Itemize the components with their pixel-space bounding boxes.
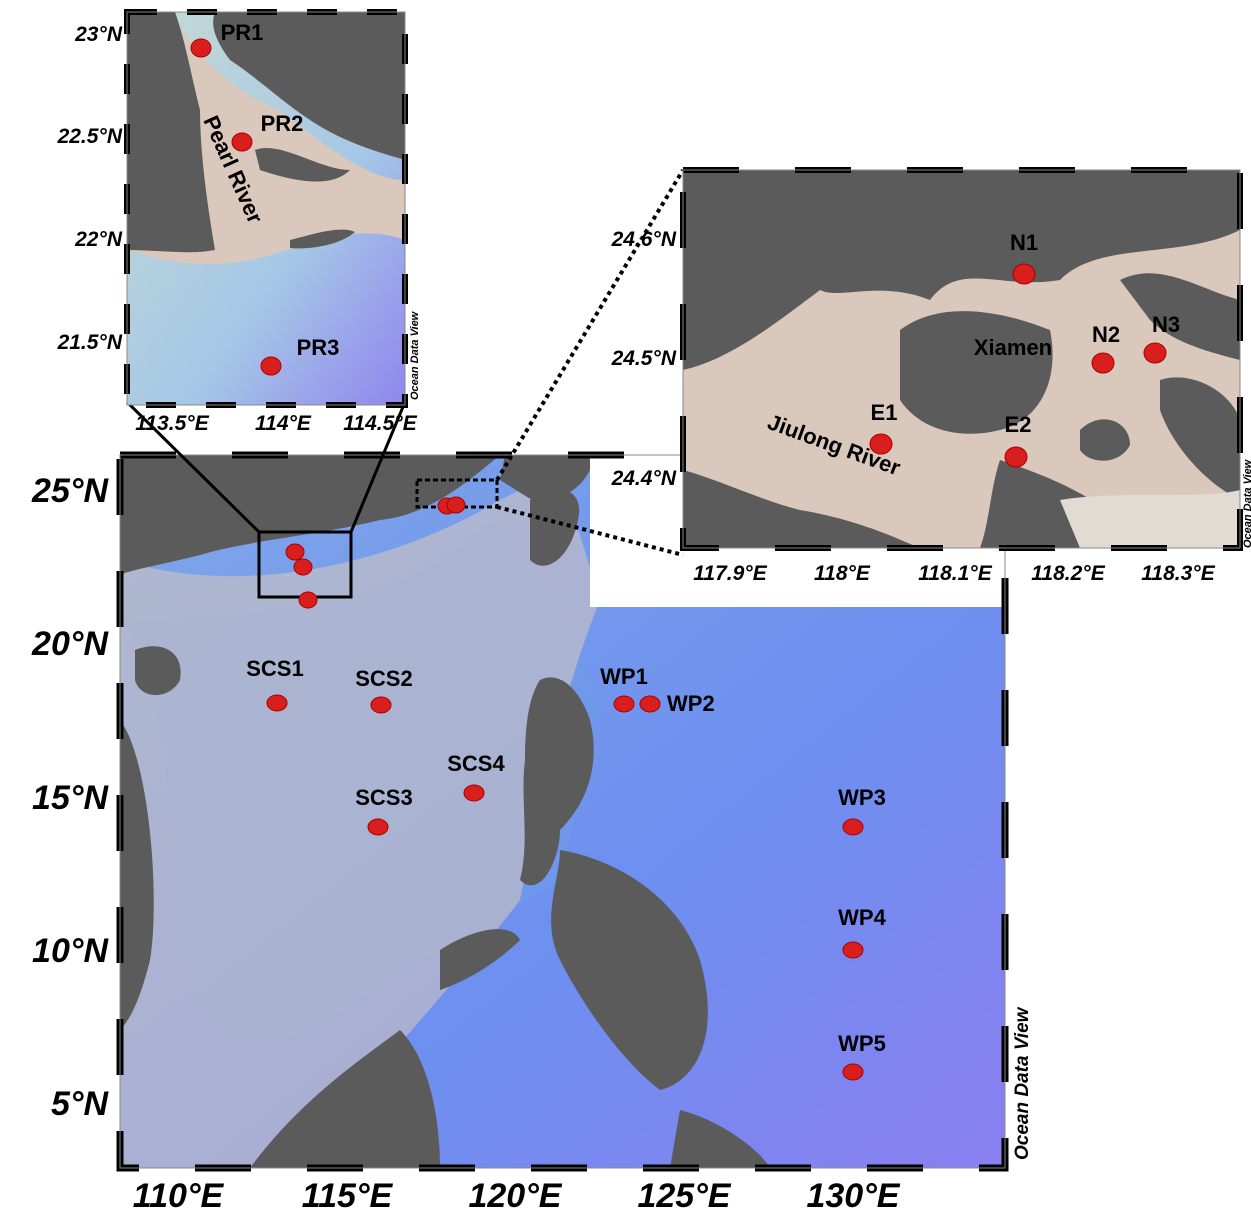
station-label: SCS2 xyxy=(355,666,412,691)
connector xyxy=(497,170,683,480)
station-label: WP5 xyxy=(838,1031,886,1056)
station-label: E1 xyxy=(871,400,898,425)
station-label: WP1 xyxy=(600,664,648,689)
station-marker xyxy=(640,696,660,712)
figure: 110°E 115°E 120°E 125°E 130°E 25°N 20°N 15°N 10°… xyxy=(0,0,1251,1215)
station-label: N3 xyxy=(1152,312,1180,337)
lat-tick-label: 24.6°N xyxy=(611,228,677,251)
station-marker xyxy=(447,497,465,513)
station-label: SCS1 xyxy=(246,656,303,681)
lon-tick-label: 125°E xyxy=(637,1177,731,1215)
station-marker xyxy=(299,592,317,608)
watermark: Ocean Data View xyxy=(1012,1006,1033,1160)
station-marker xyxy=(614,696,634,712)
station-marker xyxy=(371,697,391,713)
station-label: E2 xyxy=(1005,412,1032,437)
watermark: Ocean Data View xyxy=(1242,458,1251,548)
lon-tick-label: 113.5°E xyxy=(135,412,209,435)
lat-tick-label: 22.5°N xyxy=(57,125,123,148)
station-marker xyxy=(843,1064,863,1080)
lon-tick-label: 118°E xyxy=(814,562,871,585)
lon-tick-label: 120°E xyxy=(468,1177,562,1215)
lon-tick-label: 118.2°E xyxy=(1031,562,1105,585)
city-label: Xiamen xyxy=(974,335,1052,360)
station-marker xyxy=(267,695,287,711)
lat-tick-label: 20°N xyxy=(31,625,109,663)
station-label: N2 xyxy=(1092,322,1120,347)
station-label: SCS4 xyxy=(447,751,505,776)
station-label: WP2 xyxy=(667,691,715,716)
station-marker xyxy=(1013,264,1035,284)
station-label: WP3 xyxy=(838,785,886,810)
station-marker xyxy=(286,544,304,560)
station-marker xyxy=(261,357,281,375)
lon-tick-label: 115°E xyxy=(302,1177,394,1215)
station-marker xyxy=(191,39,211,57)
station-label: PR1 xyxy=(221,20,264,45)
station-marker xyxy=(843,942,863,958)
station-marker xyxy=(1144,343,1166,363)
station-marker xyxy=(1005,447,1027,467)
pearl-inset xyxy=(127,12,405,405)
lat-tick-label: 23°N xyxy=(74,23,123,46)
watermark: Ocean Data View xyxy=(409,310,421,400)
lon-tick-label: 114.5°E xyxy=(343,412,417,435)
lat-tick-label: 25°N xyxy=(31,472,109,510)
lat-tick-label: 24.5°N xyxy=(611,347,677,370)
station-label: PR2 xyxy=(261,111,304,136)
station-marker xyxy=(368,819,388,835)
station-label: SCS3 xyxy=(355,785,412,810)
lon-tick-label: 117.9°E xyxy=(693,562,767,585)
lon-tick-label: 118.3°E xyxy=(1141,562,1215,585)
station-marker xyxy=(294,559,312,575)
lon-tick-label: 110°E xyxy=(133,1177,225,1215)
lat-tick-label: 10°N xyxy=(32,932,109,970)
lon-tick-label: 118.1°E xyxy=(918,562,992,585)
lat-tick-label: 24.4°N xyxy=(611,467,677,490)
lat-tick-label: 5°N xyxy=(51,1085,110,1123)
lat-tick-label: 15°N xyxy=(32,779,109,817)
station-marker xyxy=(464,785,484,801)
lat-tick-label: 22°N xyxy=(74,228,123,251)
lat-tick-label: 21.5°N xyxy=(57,331,123,354)
station-marker xyxy=(1092,353,1114,373)
lon-tick-label: 114°E xyxy=(255,412,312,435)
lon-tick-label: 130°E xyxy=(806,1177,900,1215)
station-label: N1 xyxy=(1010,230,1038,255)
station-label: PR3 xyxy=(297,335,340,360)
station-marker xyxy=(843,819,863,835)
station-label: WP4 xyxy=(838,905,886,930)
